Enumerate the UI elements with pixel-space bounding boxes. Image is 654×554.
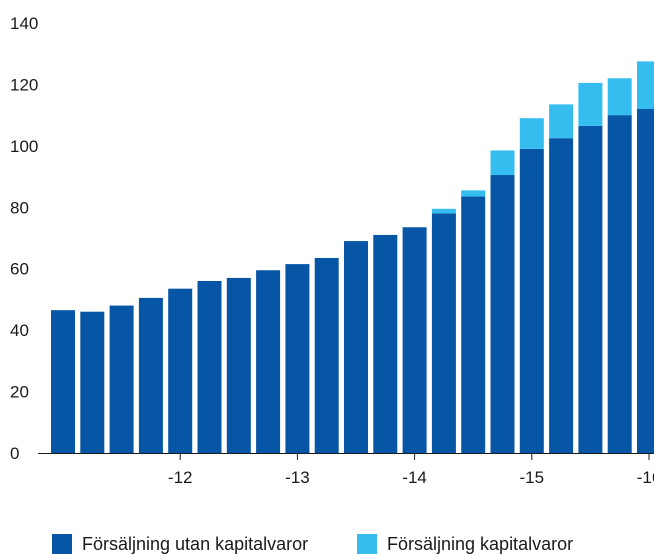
legend-swatch-series-2: [357, 534, 377, 554]
bar-series-1: [431, 213, 456, 453]
x-tick-label: -15: [520, 468, 545, 487]
bar-series-2: [490, 150, 515, 176]
bar-series-2: [607, 78, 632, 116]
bar-series-1: [402, 227, 427, 453]
bar-series-2: [431, 208, 456, 214]
legend-item-series-1: Försäljning utan kapitalvaror: [52, 534, 308, 554]
bar-series-1: [285, 264, 310, 453]
x-tick-label: -12: [168, 468, 193, 487]
legend-swatch-series-1: [52, 534, 72, 554]
y-tick-label: 80: [10, 198, 29, 217]
y-tick-label: 0: [10, 444, 19, 463]
bar-series-1: [138, 297, 163, 453]
bar-series-1: [373, 234, 398, 453]
bar-series-1: [168, 288, 193, 453]
bar-series-2: [519, 118, 544, 149]
y-tick-label: 120: [10, 75, 38, 94]
y-tick-label: 60: [10, 260, 29, 279]
bar-series-1: [607, 115, 632, 453]
bar-series-2: [578, 82, 603, 126]
bar-series-1: [51, 310, 75, 453]
bar-series-1: [637, 109, 654, 453]
bar-series-2: [549, 104, 574, 139]
legend-label-series-1: Försäljning utan kapitalvaror: [82, 534, 309, 554]
bar-series-1: [490, 175, 515, 454]
bar-series-2: [461, 190, 486, 197]
legend-label-series-2: Försäljning kapitalvaror: [387, 534, 574, 554]
bar-series-1: [344, 241, 368, 453]
legend-item-series-2: Försäljning kapitalvaror: [357, 534, 573, 554]
bar-series-1: [549, 138, 574, 453]
bar-series-2: [637, 61, 654, 109]
y-tick-label: 140: [10, 14, 38, 33]
y-tick-label: 20: [10, 383, 29, 402]
legend: Försäljning utan kapitalvaror Försäljnin…: [0, 534, 654, 554]
x-axis: -12 -13 -14 -15 -16: [168, 453, 654, 487]
x-tick-label: -13: [285, 468, 310, 487]
bar-series-1: [578, 125, 603, 453]
bar-chart: 0 20 40 60 80 100 120 140 -12 -13 -14 -15 -16: [10, 14, 654, 487]
bar-series-1: [226, 277, 251, 453]
bar-series-1: [109, 305, 134, 453]
x-tick-label: -14: [402, 468, 427, 487]
x-tick-label: -16: [637, 468, 654, 487]
bar-series-1: [314, 257, 339, 453]
bar-series-1: [256, 270, 281, 453]
y-tick-label: 100: [10, 137, 38, 156]
y-tick-label: 40: [10, 321, 29, 340]
y-axis: 0 20 40 60 80 100 120 140: [10, 14, 38, 463]
bar-series-1: [461, 196, 486, 454]
bar-series-1: [519, 148, 544, 453]
bar-series-1: [80, 311, 105, 453]
bars: [51, 61, 654, 454]
bar-series-1: [197, 281, 222, 453]
